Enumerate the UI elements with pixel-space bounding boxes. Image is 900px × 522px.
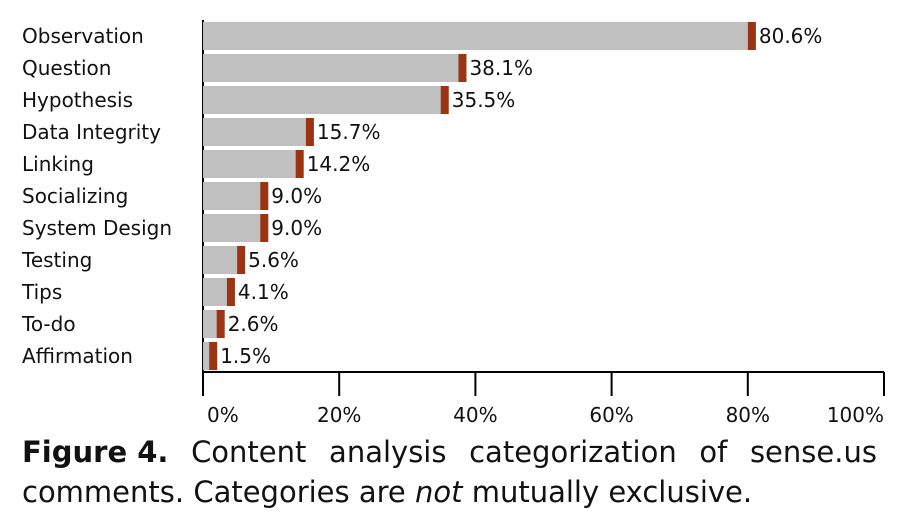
bar — [203, 182, 265, 210]
data-label: 1.5% — [220, 344, 271, 368]
data-label: 14.2% — [307, 152, 371, 176]
data-label: 9.0% — [271, 184, 322, 208]
category-label: Affirmation — [22, 344, 133, 368]
caption-text: mutually exclusive. — [462, 475, 753, 509]
data-label: 9.0% — [271, 216, 322, 240]
data-label: 2.6% — [228, 312, 279, 336]
caption-word: analysis — [329, 435, 447, 469]
bars-group: Observation 80.6% Question 38.1% Hypothesis 3… — [21, 22, 822, 370]
bar — [203, 86, 445, 114]
caption-line-2: comments. Categories are not mutually ex… — [22, 472, 877, 512]
bar-end-marker — [305, 118, 314, 146]
bar-chart: Observation 80.6% Question 38.1% Hypothesis 3… — [21, 20, 885, 427]
data-label: 80.6% — [759, 24, 823, 48]
bar-end-marker — [260, 214, 269, 242]
bar — [203, 214, 265, 242]
category-label: Linking — [22, 152, 94, 176]
caption-word: sense.us — [749, 435, 877, 469]
figure-caption: Figure 4. Content analysis categorizatio… — [22, 432, 877, 512]
bar-end-marker — [209, 342, 218, 370]
caption-word: categorization — [469, 435, 677, 469]
caption-line-1: Figure 4. Content analysis categorizatio… — [22, 432, 877, 472]
x-tick-label: 80% — [726, 403, 770, 427]
bar — [203, 118, 310, 146]
x-tick-label: 40% — [453, 403, 497, 427]
figure-label: Figure 4. — [22, 435, 169, 469]
caption-text: comments. Categories are — [22, 475, 415, 509]
bar-end-marker — [260, 182, 269, 210]
category-label: Socializing — [22, 184, 128, 208]
caption-word: Content — [191, 435, 307, 469]
x-tick-label: 0% — [207, 403, 239, 427]
category-label: System Design — [22, 216, 172, 240]
bar — [203, 22, 752, 50]
bar-end-marker — [458, 54, 467, 82]
bar — [203, 246, 242, 274]
bar — [203, 310, 221, 338]
x-tick-label: 60% — [589, 403, 633, 427]
category-label: Data Integrity — [22, 120, 161, 144]
category-label: Question — [22, 56, 111, 80]
category-label: Hypothesis — [22, 88, 133, 112]
bar-end-marker — [440, 86, 449, 114]
data-label: 35.5% — [452, 88, 516, 112]
data-label: 38.1% — [469, 56, 533, 80]
bar — [203, 278, 231, 306]
bar — [203, 54, 463, 82]
bar-end-marker — [216, 310, 225, 338]
x-tick-label: 100% — [827, 403, 884, 427]
data-label: 15.7% — [317, 120, 381, 144]
category-label: Tips — [21, 280, 62, 304]
x-axis-ticks: 0% 20% 40% 60% 80% 100% — [202, 372, 885, 427]
bar — [203, 150, 300, 178]
bar-end-marker — [747, 22, 756, 50]
bar-end-marker — [226, 278, 235, 306]
x-tick-label: 20% — [317, 403, 361, 427]
bar — [203, 342, 214, 370]
bar-end-marker — [237, 246, 246, 274]
caption-emphasis: not — [414, 475, 463, 509]
caption-word: of — [699, 435, 728, 469]
category-label: To-do — [21, 312, 76, 336]
category-label: Observation — [22, 24, 144, 48]
category-label: Testing — [21, 248, 92, 272]
bar-end-marker — [295, 150, 304, 178]
data-label: 4.1% — [238, 280, 289, 304]
data-label: 5.6% — [248, 248, 299, 272]
